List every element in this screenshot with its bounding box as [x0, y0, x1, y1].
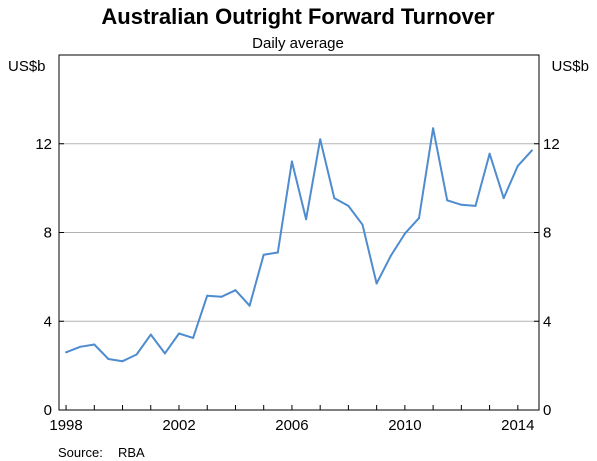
data-point	[333, 197, 336, 200]
axis-ticks	[59, 143, 539, 411]
y-tick-labels: 0 0 4 4 8 8 12 12	[35, 136, 559, 419]
data-point	[135, 353, 138, 356]
data-point	[502, 197, 505, 200]
data-point	[149, 333, 152, 336]
chart-title: Australian Outright Forward Turnover	[101, 4, 495, 29]
turnover-series-line	[65, 127, 533, 363]
data-point	[65, 351, 68, 354]
data-point	[516, 164, 519, 167]
data-point	[361, 223, 364, 226]
data-point	[220, 295, 223, 298]
data-point	[248, 304, 251, 307]
data-point	[418, 217, 420, 220]
data-point	[93, 343, 96, 346]
data-point	[79, 345, 82, 348]
data-point	[403, 232, 406, 235]
data-point	[262, 253, 265, 256]
data-point	[234, 289, 237, 292]
data-point	[389, 254, 392, 257]
data-point	[488, 152, 491, 155]
data-point	[460, 203, 463, 206]
y-tick-label-left: 8	[44, 225, 52, 242]
x-tick-label: 2006	[275, 417, 308, 434]
y-axis-unit-left: US$b	[8, 58, 46, 75]
x-tick-labels: 1998 2002 2006 2010 2014	[49, 417, 534, 434]
data-point	[319, 138, 322, 141]
x-tick-label: 1998	[49, 417, 82, 434]
data-point	[276, 251, 279, 254]
data-point	[121, 360, 124, 363]
data-point	[474, 204, 477, 207]
data-point	[107, 358, 110, 360]
data-point	[432, 127, 435, 130]
y-tick-label-right: 12	[543, 136, 560, 153]
turnover-series-points	[65, 127, 533, 363]
y-axis-unit-right: US$b	[551, 58, 589, 75]
source-value: RBA	[118, 445, 145, 460]
x-tick-label: 2010	[388, 417, 421, 434]
gridlines	[59, 143, 539, 322]
data-point	[178, 332, 180, 335]
x-tick-label: 2002	[162, 417, 195, 434]
data-point	[446, 199, 449, 202]
y-tick-label-left: 0	[44, 402, 52, 419]
data-point	[347, 204, 350, 207]
y-tick-label-right: 4	[543, 313, 551, 330]
data-point	[290, 160, 293, 163]
y-tick-label-right: 0	[543, 402, 551, 419]
y-tick-label-right: 8	[543, 225, 551, 242]
y-tick-label-left: 4	[44, 313, 52, 330]
data-point	[192, 336, 195, 339]
data-point	[206, 294, 209, 297]
data-point	[375, 282, 378, 285]
data-point	[530, 149, 533, 152]
chart-subtitle: Daily average	[252, 35, 344, 52]
data-point	[163, 352, 166, 355]
x-tick-label: 2014	[501, 417, 534, 434]
y-tick-label-left: 12	[35, 136, 52, 153]
data-point	[305, 218, 308, 221]
source-label: Source:	[58, 445, 103, 460]
